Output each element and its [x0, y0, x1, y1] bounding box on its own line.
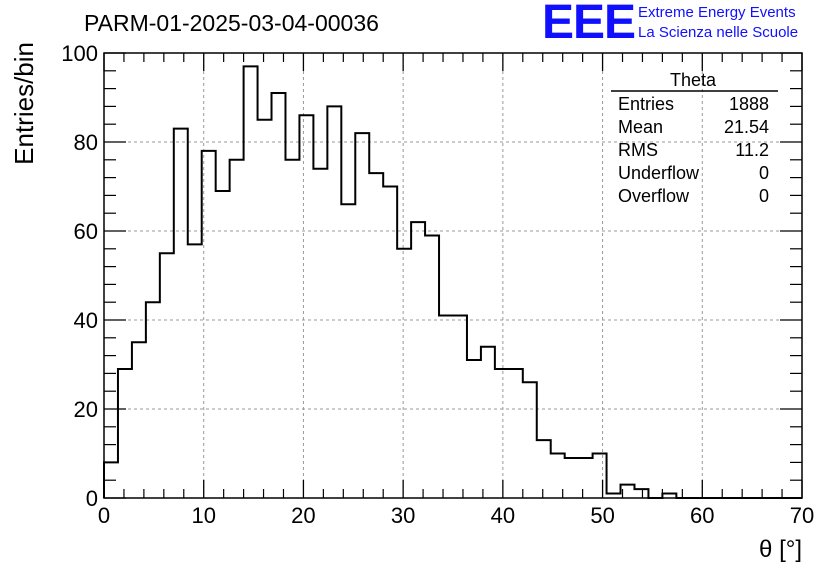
x-tick-label: 10 — [191, 503, 215, 528]
histogram-series — [103, 65, 802, 499]
y-tick-labels: 0 20 40 60 80 100 — [61, 41, 98, 511]
run-title: PARM-01-2025-03-04-00036 — [84, 10, 379, 36]
stats-value: 0 — [759, 186, 769, 206]
y-tick-label: 60 — [74, 219, 98, 244]
major-ticks — [103, 52, 803, 499]
stats-value: 11.2 — [735, 140, 769, 160]
y-tick-label: 80 — [74, 130, 98, 155]
x-tick-label: 0 — [98, 503, 110, 528]
x-tick-label: 60 — [690, 503, 714, 528]
stats-value: 0 — [759, 163, 769, 183]
logo-tagline-2: La Scienza nelle Scuole — [638, 24, 799, 41]
stats-value: 1888 — [729, 94, 769, 114]
x-tick-label: 30 — [391, 503, 415, 528]
stats-box: Theta Entries 1888 Mean 21.54 RMS 11.2 Underfl… — [611, 70, 778, 206]
stats-value: 21.54 — [724, 117, 769, 137]
eee-logo: EEE — [542, 0, 636, 49]
y-tick-label: 40 — [74, 308, 98, 333]
minor-ticks — [104, 53, 802, 498]
x-tick-label: 20 — [291, 503, 315, 528]
y-tick-label: 0 — [86, 486, 98, 511]
y-axis-label: Entries/bin — [9, 42, 39, 165]
stats-label: Overflow — [618, 186, 690, 206]
plot-frame — [103, 52, 803, 499]
x-axis-label: θ [°] — [759, 536, 802, 563]
x-tick-label: 40 — [491, 503, 515, 528]
x-tick-labels: 0 10 20 30 40 50 60 70 — [98, 503, 814, 528]
grid-lines — [104, 53, 802, 498]
y-tick-label: 20 — [74, 397, 98, 422]
y-tick-label: 100 — [61, 41, 98, 66]
stats-label: RMS — [618, 140, 658, 160]
stats-rows: Entries 1888 Mean 21.54 RMS 11.2 Underflow 0 Ove… — [618, 94, 769, 206]
stats-label: Entries — [618, 94, 674, 114]
stats-title: Theta — [670, 70, 717, 90]
x-tick-label: 70 — [790, 503, 814, 528]
logo-tagline-1: Extreme Energy Events — [638, 4, 796, 21]
x-tick-label: 50 — [590, 503, 614, 528]
stats-label: Mean — [618, 117, 663, 137]
stats-label: Underflow — [618, 163, 700, 183]
